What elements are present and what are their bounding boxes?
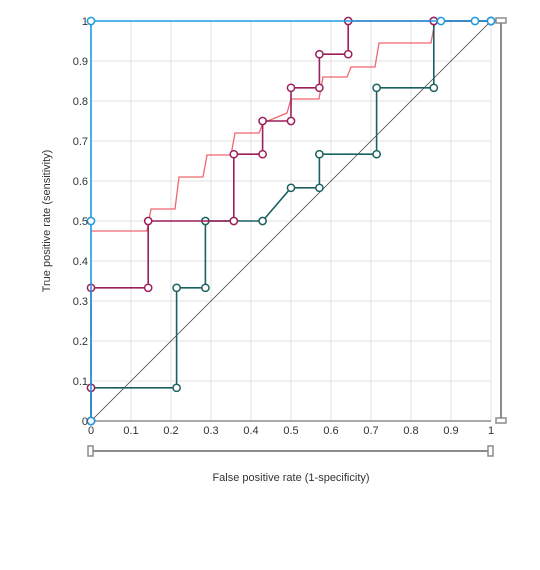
x-range-slider[interactable] <box>88 446 493 456</box>
y-range-handle-end[interactable] <box>496 18 506 23</box>
x-tick-label: 0.8 <box>403 425 418 437</box>
roc-point[interactable] <box>87 17 94 24</box>
roc-point[interactable] <box>287 117 294 124</box>
roc-point[interactable] <box>471 17 478 24</box>
x-tick-label: 1 <box>488 425 494 437</box>
roc-point[interactable] <box>259 151 266 158</box>
y-tick-label: 0.7 <box>73 136 88 148</box>
x-tick-label: 0.4 <box>243 425 258 437</box>
roc-point[interactable] <box>87 417 94 424</box>
y-axis-title: True positive rate (sensitivity) <box>41 150 53 293</box>
y-tick-label: 0.8 <box>73 96 88 108</box>
y-tick-label: 0.5 <box>73 216 88 228</box>
roc-point[interactable] <box>345 51 352 58</box>
x-range-handle-start[interactable] <box>88 446 93 456</box>
roc-point[interactable] <box>230 151 237 158</box>
x-tick-label: 0.5 <box>283 425 298 437</box>
roc-point[interactable] <box>316 151 323 158</box>
x-tick-label: 0.2 <box>163 425 178 437</box>
x-tick-label: 0.6 <box>323 425 338 437</box>
tick-labels: 0 0.1 0.2 0.3 0.4 0.5 0.6 0.7 0.8 0.9 1 0 0.1 0.2 0.3 0… <box>73 16 494 437</box>
roc-point[interactable] <box>287 84 294 91</box>
x-tick-label: 0.7 <box>363 425 378 437</box>
roc-point[interactable] <box>230 217 237 224</box>
y-tick-label: 0 <box>82 416 88 428</box>
y-tick-label: 0.1 <box>73 376 88 388</box>
x-tick-label: 0 <box>88 425 94 437</box>
roc-point[interactable] <box>430 84 437 91</box>
roc-point[interactable] <box>259 217 266 224</box>
roc-point[interactable] <box>145 284 152 291</box>
y-range-handle-start[interactable] <box>496 418 506 423</box>
y-tick-label: 0.6 <box>73 176 88 188</box>
x-tick-label: 0.1 <box>123 425 138 437</box>
roc-point[interactable] <box>316 51 323 58</box>
roc-point[interactable] <box>316 84 323 91</box>
roc-point[interactable] <box>202 284 209 291</box>
roc-point[interactable] <box>145 217 152 224</box>
y-tick-label: 0.2 <box>73 336 88 348</box>
roc-point[interactable] <box>87 217 94 224</box>
roc-point[interactable] <box>373 151 380 158</box>
roc-point[interactable] <box>287 184 294 191</box>
y-tick-label: 1 <box>82 16 88 28</box>
roc-point[interactable] <box>173 284 180 291</box>
x-tick-label: 0.9 <box>443 425 458 437</box>
roc-point[interactable] <box>259 117 266 124</box>
roc-point[interactable] <box>437 17 444 24</box>
roc-point[interactable] <box>316 184 323 191</box>
roc-point[interactable] <box>173 384 180 391</box>
roc-point[interactable] <box>487 17 494 24</box>
x-range-handle-end[interactable] <box>488 446 493 456</box>
roc-point[interactable] <box>373 84 380 91</box>
y-tick-label: 0.9 <box>73 56 88 68</box>
x-axis-title: False positive rate (1-specificity) <box>212 472 369 484</box>
y-tick-label: 0.4 <box>73 256 88 268</box>
y-tick-label: 0.3 <box>73 296 88 308</box>
y-range-slider[interactable] <box>496 18 506 423</box>
x-tick-label: 0.3 <box>203 425 218 437</box>
